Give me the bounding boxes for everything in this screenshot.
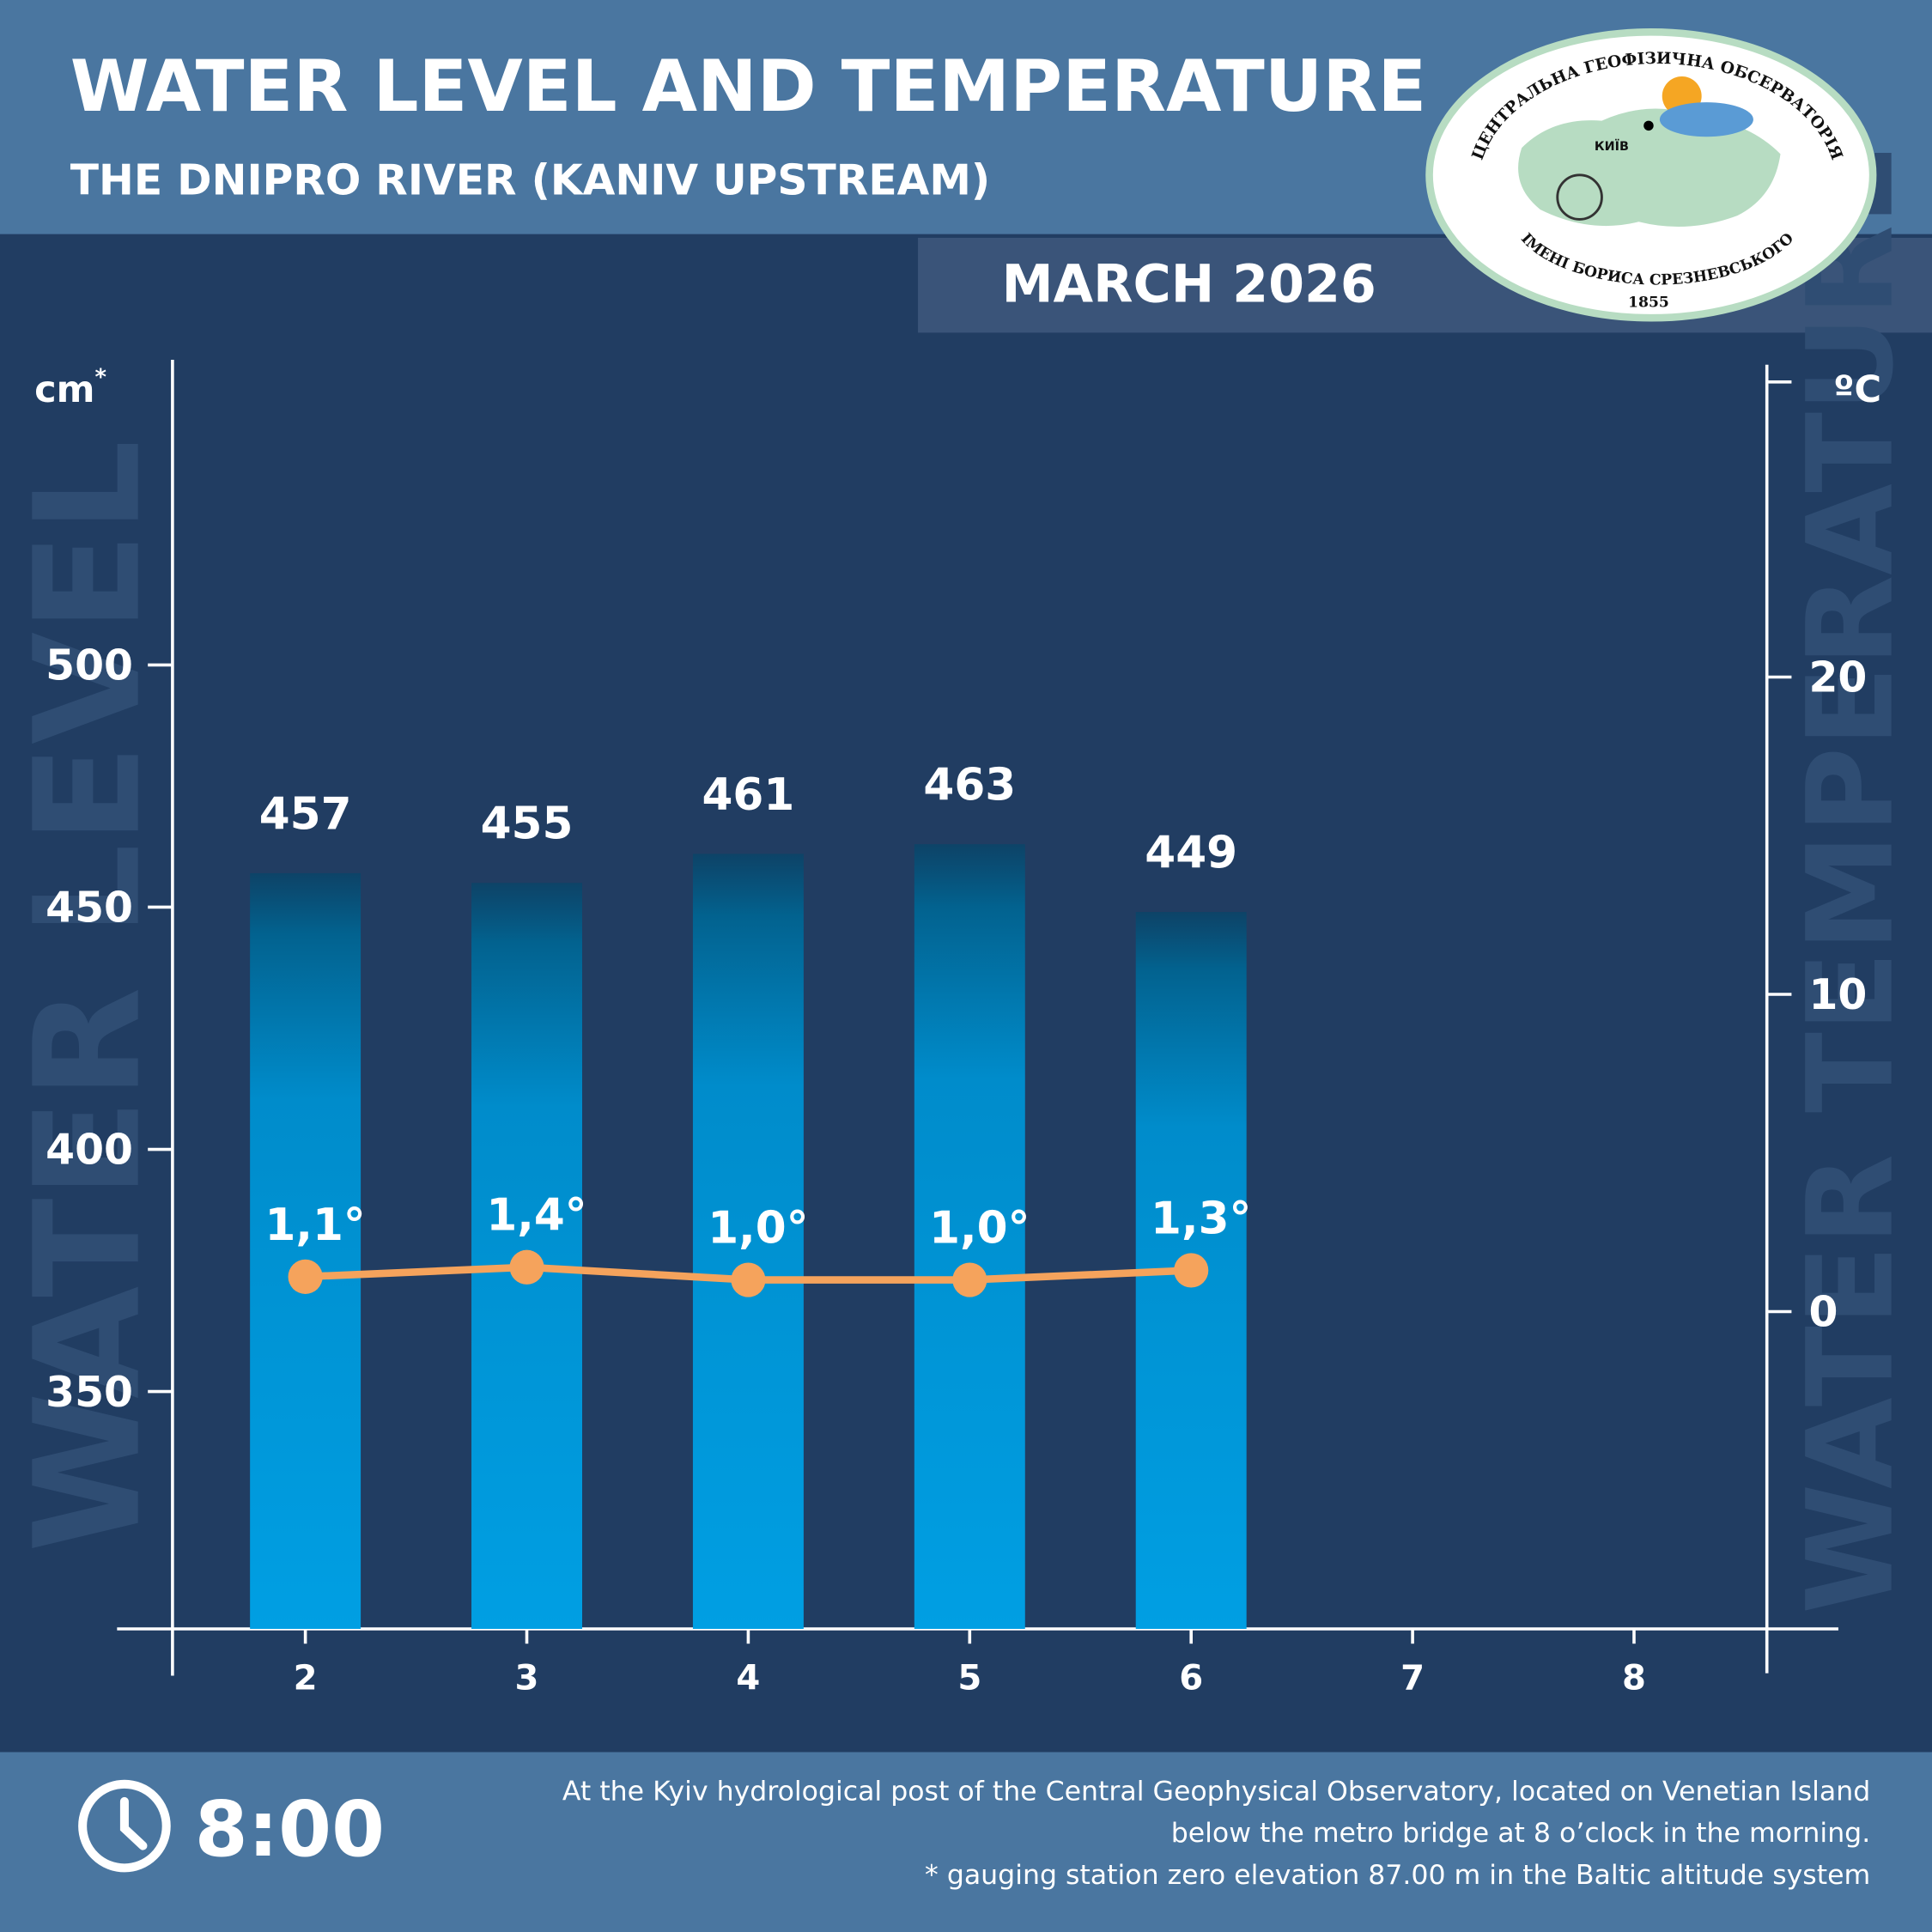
footer-band (0, 1752, 1932, 1932)
y2-unit: ºC (1833, 368, 1881, 411)
x-tick-label: 6 (1179, 1658, 1203, 1698)
logo: ЦЕНТРАЛЬНА ГЕОФІЗИЧНА ОБСЕРВАТОРІЯ ІМЕНІ… (1425, 28, 1877, 322)
logo-dot (1643, 120, 1654, 131)
bar-value-label: 461 (702, 769, 795, 821)
temperature-point (952, 1262, 987, 1297)
period: MARCH 2026 (1002, 255, 1376, 315)
y2-watermark: WATER TEMPERATURE (1783, 144, 1920, 1614)
temperature-label: 1,0° (708, 1203, 808, 1255)
x-tick-label: 4 (736, 1658, 760, 1698)
logo-year: 1855 (1628, 294, 1669, 311)
temperature-point (509, 1249, 544, 1285)
bar (250, 872, 361, 1630)
y-watermark: WATER LEVEL (3, 440, 173, 1552)
y-tick-label: 350 (46, 1368, 133, 1417)
y2-tick-label: 10 (1809, 970, 1868, 1019)
temperature-point (731, 1262, 766, 1297)
time: 8:00 (195, 1784, 385, 1874)
temperature-point (288, 1259, 323, 1294)
bar-value-label: 449 (1145, 827, 1237, 878)
temperature-label: 1,3° (1151, 1193, 1251, 1244)
bar (914, 844, 1025, 1630)
title: WATER LEVEL AND TEMPERATURE (70, 45, 1426, 128)
clock-icon (78, 1779, 171, 1873)
bar-value-label: 455 (481, 799, 574, 850)
bar-value-label: 457 (259, 788, 352, 840)
clock-face (78, 1779, 171, 1873)
y2-tick-label: 20 (1809, 653, 1868, 702)
note: * gauging station zero elevation 87.00 m… (925, 1860, 1870, 1891)
temperature-label: 1,0° (929, 1203, 1030, 1255)
x-tick-label: 8 (1622, 1658, 1646, 1698)
y-unit-note: * (95, 365, 107, 391)
logo-map (1518, 108, 1781, 228)
note: below the metro bridge at 8 o’clock in t… (1171, 1818, 1871, 1849)
y-tick-label: 500 (46, 641, 133, 690)
y-unit-text: cm (34, 368, 94, 411)
x-tick-label: 7 (1400, 1658, 1425, 1698)
bar (692, 854, 804, 1630)
clock-hands (119, 1796, 148, 1850)
temperature-label: 1,4° (486, 1190, 586, 1242)
y-tick-label: 400 (46, 1126, 133, 1175)
logo-cloud (1659, 102, 1753, 137)
note: At the Kyiv hydrological post of the Cen… (562, 1776, 1870, 1807)
logo-city: КИЇВ (1595, 139, 1629, 154)
x-tick-label: 5 (957, 1658, 981, 1698)
temperature-point (1174, 1253, 1209, 1288)
bar-value-label: 463 (923, 759, 1016, 811)
temperature-label: 1,1° (264, 1200, 365, 1251)
y-tick-label: 450 (46, 884, 133, 933)
x-tick-label: 3 (515, 1658, 539, 1698)
y-unit: cm* (34, 365, 106, 411)
subtitle: THE DNIPRO RIVER (KANIV UPSTREAM) (70, 156, 990, 205)
logo-dish (1556, 173, 1603, 221)
x-tick-label: 2 (294, 1658, 318, 1698)
y2-tick-label: 0 (1809, 1288, 1838, 1337)
